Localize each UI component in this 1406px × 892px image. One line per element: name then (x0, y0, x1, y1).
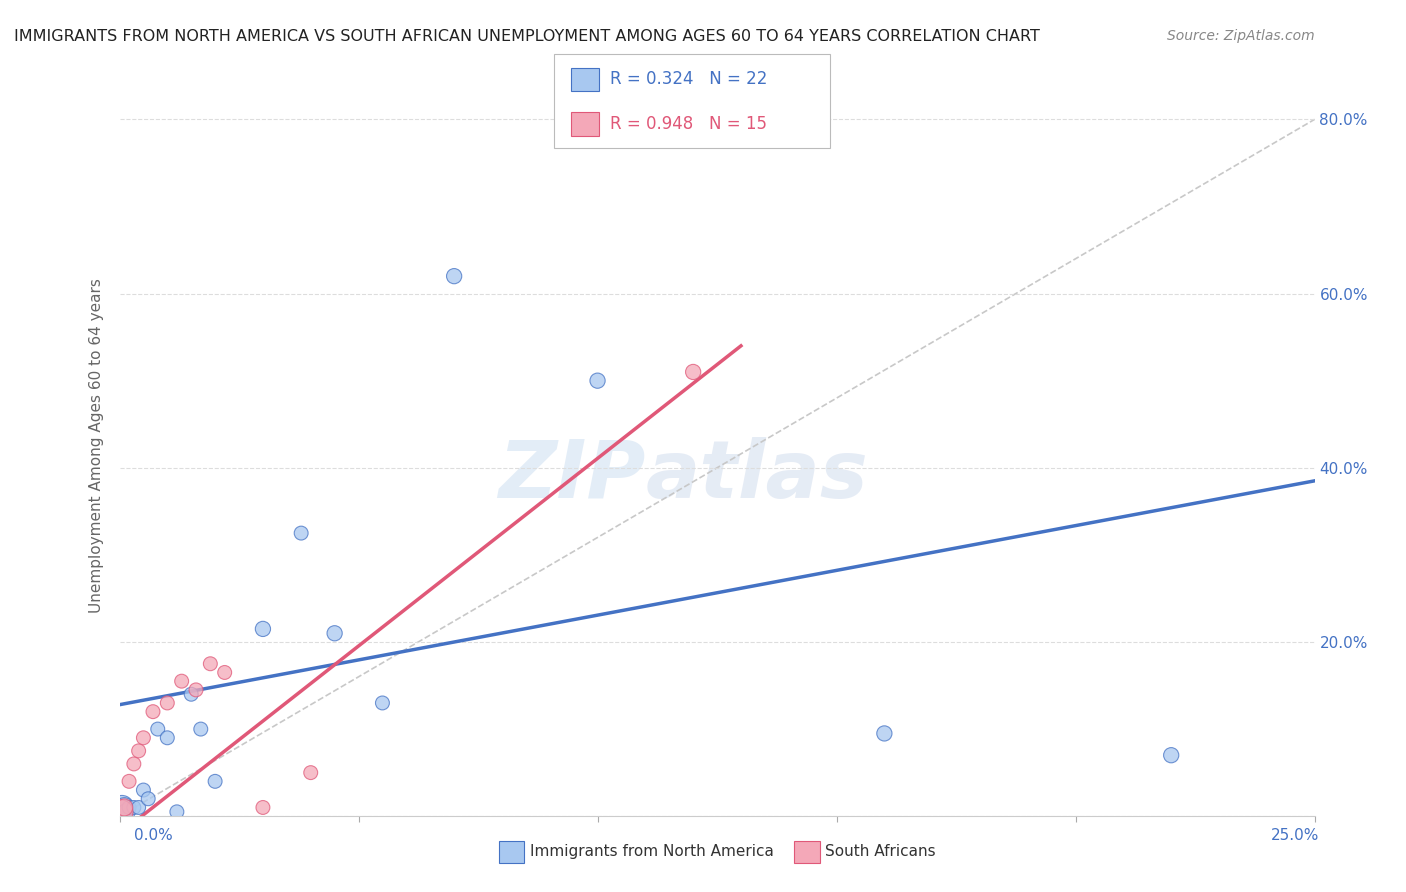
Text: Immigrants from North America: Immigrants from North America (530, 845, 773, 859)
Point (166, 805, 188, 819)
Text: Source: ZipAtlas.com: Source: ZipAtlas.com (1167, 29, 1315, 43)
Point (1160, 748, 1182, 763)
Point (443, 269, 465, 284)
Point (200, 657, 222, 671)
Point (128, 800, 150, 814)
Point (290, 526, 312, 541)
Point (118, 774, 141, 789)
Point (184, 682, 207, 697)
Point (170, 674, 193, 689)
Point (252, 800, 274, 814)
Text: ZIP: ZIP (498, 436, 645, 515)
Point (118, 800, 141, 814)
Point (136, 791, 159, 805)
Point (156, 731, 179, 745)
Point (112, 800, 135, 814)
Point (122, 800, 145, 814)
Point (128, 744, 150, 758)
Point (214, 665, 236, 680)
Point (115, 805, 138, 819)
Text: 0.0%: 0.0% (134, 829, 173, 843)
Point (204, 774, 226, 789)
Y-axis label: Unemployment Among Ages 60 to 64 years: Unemployment Among Ages 60 to 64 years (89, 278, 104, 614)
Point (323, 626, 346, 640)
Point (252, 622, 274, 636)
Point (142, 705, 165, 719)
Point (122, 756, 145, 771)
Point (110, 805, 132, 819)
Text: atlas: atlas (645, 436, 868, 515)
Point (111, 800, 134, 814)
Text: South Africans: South Africans (825, 845, 936, 859)
Point (586, 374, 609, 388)
Point (180, 687, 202, 701)
Text: IMMIGRANTS FROM NORTH AMERICA VS SOUTH AFRICAN UNEMPLOYMENT AMONG AGES 60 TO 64 : IMMIGRANTS FROM NORTH AMERICA VS SOUTH A… (14, 29, 1040, 44)
Point (156, 696, 179, 710)
Text: 25.0%: 25.0% (1271, 829, 1319, 843)
Point (112, 800, 135, 814)
Point (682, 365, 704, 379)
Point (132, 783, 155, 797)
Point (299, 765, 322, 780)
Point (132, 731, 155, 745)
Point (190, 722, 212, 736)
Point (371, 696, 394, 710)
Text: R = 0.324   N = 22: R = 0.324 N = 22 (610, 70, 768, 88)
Text: R = 0.948   N = 15: R = 0.948 N = 15 (610, 115, 768, 133)
Point (873, 726, 896, 740)
Point (146, 722, 169, 736)
